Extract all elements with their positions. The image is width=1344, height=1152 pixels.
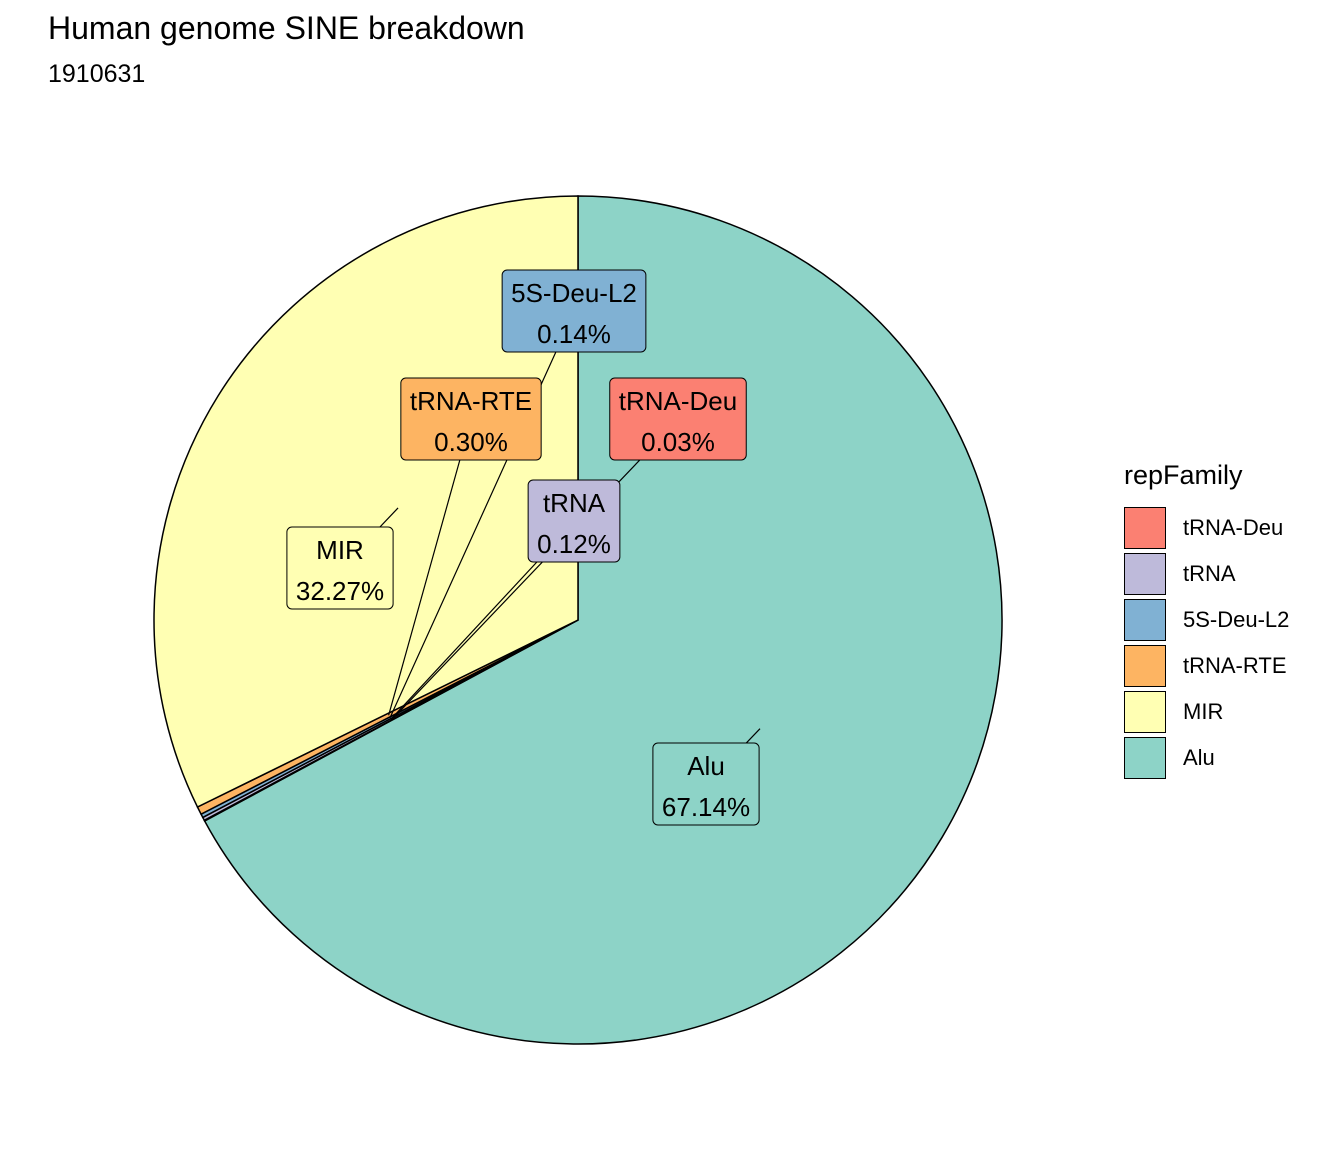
legend-swatch-alu [1124, 737, 1166, 779]
chart-subtitle: 1910631 [48, 60, 146, 88]
slice-percent-trna-deu: 0.03% [641, 427, 715, 457]
slice-percent-5s-deu-l2: 0.14% [537, 319, 611, 349]
slice-alu [203, 195, 1003, 1045]
leader-line-trna-rte [388, 419, 472, 716]
slice-percent-mir: 32.27% [296, 576, 384, 606]
legend-item-trna-rte: tRNA-RTE [1124, 643, 1289, 689]
legend-label-mir: MIR [1183, 699, 1224, 724]
legend-label-alu: Alu [1183, 745, 1215, 770]
legend-label-trna-rte: tRNA-RTE [1183, 653, 1287, 678]
slice-label-alu: Alu 67.14% [652, 742, 760, 826]
slice-name-alu: Alu [687, 751, 725, 781]
chart-title: Human genome SINE breakdown [48, 10, 525, 46]
slice-label-5s-deu-l2: 5S-Deu-L2 0.14% [501, 269, 647, 353]
slice-name-trna: tRNA [543, 488, 606, 518]
leader-line-trna-deu [390, 419, 679, 721]
slice-label-trna-deu: tRNA-Deu 0.03% [609, 377, 747, 461]
legend-item-mir: MIR [1124, 689, 1289, 735]
legend-item-alu: Alu [1124, 735, 1289, 781]
slice-name-mir: MIR [316, 535, 364, 565]
legend-swatch-5s-deu-l2 [1124, 599, 1166, 641]
legend: repFamily tRNA-Deu tRNA 5S-Deu-L2 tRNA-RTE M… [1124, 460, 1289, 781]
legend-label-trna: tRNA [1183, 561, 1236, 586]
slice-label-trna: tRNA 0.12% [527, 479, 621, 563]
slice-percent-trna-rte: 0.30% [434, 427, 508, 457]
slice-percent-trna: 0.12% [537, 529, 611, 559]
slice-percent-alu: 67.14% [662, 792, 750, 822]
slice-name-trna-deu: tRNA-Deu [619, 386, 737, 416]
legend-swatch-trna [1124, 553, 1166, 595]
leader-line-5s-deu-l2 [389, 311, 575, 719]
slice-label-trna-rte: tRNA-RTE 0.30% [400, 377, 542, 461]
legend-item-5s-deu-l2: 5S-Deu-L2 [1124, 597, 1289, 643]
legend-label-trna-deu: tRNA-Deu [1183, 515, 1284, 540]
legend-items: tRNA-Deu tRNA 5S-Deu-L2 tRNA-RTE MIR Alu [1124, 505, 1289, 781]
legend-swatch-mir [1124, 691, 1166, 733]
slice-mir [153, 195, 579, 809]
slice-label-mir: MIR 32.27% [286, 526, 394, 610]
legend-item-trna-deu: tRNA-Deu [1124, 505, 1289, 551]
legend-item-trna: tRNA [1124, 551, 1289, 597]
slice-name-trna-rte: tRNA-RTE [410, 386, 532, 416]
slice-name-5s-deu-l2: 5S-Deu-L2 [511, 278, 637, 308]
legend-title: repFamily [1124, 460, 1243, 490]
legend-label-5s-deu-l2: 5S-Deu-L2 [1183, 607, 1290, 632]
legend-swatch-trna-deu [1124, 507, 1166, 549]
legend-swatch-trna-rte [1124, 645, 1166, 687]
